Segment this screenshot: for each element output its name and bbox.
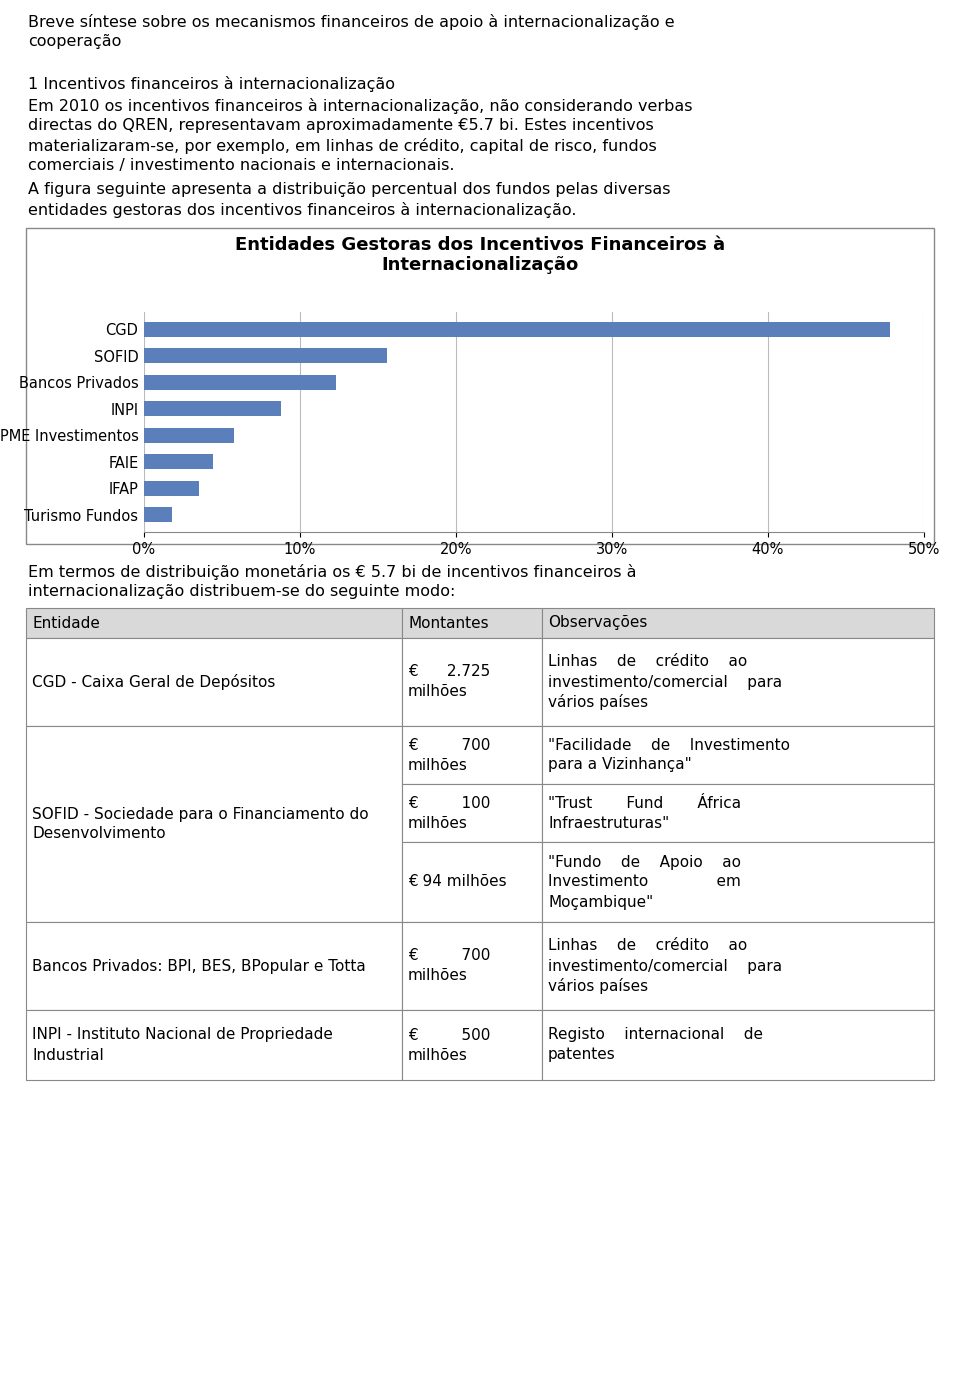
Bar (144, 322, 890, 336)
Bar (26, 922, 402, 1010)
Text: "Trust       Fund       África: "Trust Fund África (548, 795, 741, 810)
Text: cooperação: cooperação (28, 35, 121, 48)
Text: Entidade: Entidade (32, 615, 100, 631)
Text: Em 2010 os incentivos financeiros à internacionalização, não considerando verbas: Em 2010 os incentivos financeiros à inte… (28, 98, 692, 113)
Text: Desenvolvimento: Desenvolvimento (32, 827, 166, 841)
Bar (402, 726, 542, 784)
Bar (144, 508, 172, 521)
Text: Bancos Privados: BPI, BES, BPopular e Totta: Bancos Privados: BPI, BES, BPopular e To… (32, 958, 366, 974)
Text: investimento/comercial    para: investimento/comercial para (548, 675, 782, 690)
Text: entidades gestoras dos incentivos financeiros à internacionalização.: entidades gestoras dos incentivos financ… (28, 202, 577, 219)
Bar (144, 427, 234, 443)
Bar (542, 922, 934, 1010)
Bar (542, 726, 934, 784)
Text: para a Vizinhança": para a Vizinhança" (548, 758, 692, 773)
Bar (26, 726, 402, 922)
Text: milhões: milhões (408, 685, 468, 700)
Text: directas do QREN, representavam aproximadamente €5.7 bi. Estes incentivos: directas do QREN, representavam aproxima… (28, 118, 654, 133)
Bar (542, 1010, 934, 1080)
Bar (144, 401, 281, 416)
Bar (144, 349, 388, 364)
Text: Moçambique": Moçambique" (548, 895, 653, 910)
Text: €         700: € 700 (408, 737, 491, 752)
Text: milhões: milhões (408, 816, 468, 831)
Bar (402, 609, 542, 638)
Bar (144, 375, 336, 390)
Text: Investimento              em: Investimento em (548, 874, 741, 889)
Text: CGD - Caixa Geral de Depósitos: CGD - Caixa Geral de Depósitos (32, 674, 276, 690)
Text: Breve síntese sobre os mecanismos financeiros de apoio à internacionalização e: Breve síntese sobre os mecanismos financ… (28, 14, 675, 30)
Bar (542, 842, 934, 922)
Text: €         100: € 100 (408, 795, 491, 810)
Text: Registo    internacional    de: Registo internacional de (548, 1028, 763, 1043)
Text: Entidades Gestoras dos Incentivos Financeiros à: Entidades Gestoras dos Incentivos Financ… (235, 236, 725, 254)
Text: Linhas    de    crédito    ao: Linhas de crédito ao (548, 939, 747, 953)
Text: Infraestruturas": Infraestruturas" (548, 816, 669, 831)
Text: internacionalização distribuem-se do seguinte modo:: internacionalização distribuem-se do seg… (28, 584, 455, 599)
Bar (402, 784, 542, 842)
Text: Montantes: Montantes (408, 615, 489, 631)
Bar (542, 609, 934, 638)
Bar (402, 638, 542, 726)
Bar (26, 1010, 402, 1080)
Bar (26, 609, 402, 638)
Bar (144, 455, 212, 469)
Text: INPI - Instituto Nacional de Propriedade: INPI - Instituto Nacional de Propriedade (32, 1028, 333, 1043)
Bar (26, 228, 934, 544)
Text: SOFID - Sociedade para o Financiamento do: SOFID - Sociedade para o Financiamento d… (32, 806, 369, 822)
Text: materializaram-se, por exemplo, em linhas de crédito, capital de risco, fundos: materializaram-se, por exemplo, em linha… (28, 138, 657, 154)
Bar (402, 842, 542, 922)
Bar (542, 784, 934, 842)
Bar (542, 638, 934, 726)
Bar (402, 1010, 542, 1080)
Text: comerciais / investimento nacionais e internacionais.: comerciais / investimento nacionais e in… (28, 158, 454, 173)
Text: Linhas    de    crédito    ao: Linhas de crédito ao (548, 654, 747, 669)
Text: milhões: milhões (408, 968, 468, 983)
Text: €         700: € 700 (408, 949, 491, 964)
Text: 1 Incentivos financeiros à internacionalização: 1 Incentivos financeiros à internacional… (28, 76, 395, 93)
Text: €      2.725: € 2.725 (408, 664, 491, 679)
Bar (26, 638, 402, 726)
Text: Industrial: Industrial (32, 1047, 104, 1062)
Text: milhões: milhões (408, 758, 468, 773)
Text: Internacionalização: Internacionalização (381, 256, 579, 274)
Text: "Facilidade    de    Investimento: "Facilidade de Investimento (548, 737, 790, 752)
Text: vários países: vários países (548, 694, 648, 709)
Text: Em termos de distribuição monetária os € 5.7 bi de incentivos financeiros à: Em termos de distribuição monetária os €… (28, 564, 636, 579)
Text: €         500: € 500 (408, 1028, 491, 1043)
Bar (402, 922, 542, 1010)
Text: A figura seguinte apresenta a distribuição percentual dos fundos pelas diversas: A figura seguinte apresenta a distribuiç… (28, 183, 670, 196)
Text: Observações: Observações (548, 615, 647, 631)
Text: investimento/comercial    para: investimento/comercial para (548, 958, 782, 974)
Text: patentes: patentes (548, 1047, 615, 1062)
Text: "Fundo    de    Apoio    ao: "Fundo de Apoio ao (548, 855, 741, 870)
Text: milhões: milhões (408, 1047, 468, 1062)
Text: € 94 milhões: € 94 milhões (408, 874, 507, 889)
Bar (144, 481, 199, 495)
Text: vários países: vários países (548, 978, 648, 994)
